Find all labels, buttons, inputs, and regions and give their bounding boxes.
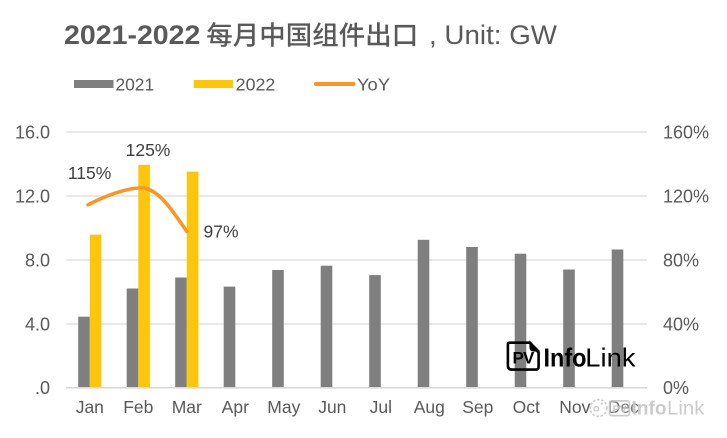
svg-text:Jun: Jun — [318, 397, 346, 417]
svg-text:Mar: Mar — [172, 397, 202, 417]
svg-text:2022: 2022 — [236, 74, 276, 94]
svg-text:160%: 160% — [663, 122, 709, 142]
svg-text:PV: PV — [513, 348, 536, 367]
svg-text:Feb: Feb — [123, 397, 153, 417]
svg-text:97%: 97% — [203, 222, 238, 242]
svg-text:Nov: Nov — [559, 397, 590, 417]
svg-text:Info: Info — [632, 398, 667, 419]
svg-text:Link: Link — [585, 343, 636, 373]
svg-text:40%: 40% — [663, 314, 699, 334]
svg-text:Apr: Apr — [222, 397, 249, 417]
svg-text:YoY: YoY — [357, 74, 390, 94]
svg-text:May: May — [267, 397, 300, 417]
svg-text:PV: PV — [613, 404, 627, 416]
svg-text:.0: .0 — [35, 378, 50, 398]
svg-text:Dec: Dec — [608, 397, 639, 417]
svg-text:Sep: Sep — [462, 397, 493, 417]
svg-text:80%: 80% — [663, 250, 699, 270]
svg-text:Jul: Jul — [370, 397, 392, 417]
svg-text:115%: 115% — [68, 163, 111, 183]
svg-text:0%: 0% — [663, 378, 689, 398]
svg-text:Info: Info — [544, 343, 587, 373]
svg-text:2021: 2021 — [116, 74, 155, 94]
svg-text:, Unit: GW: , Unit: GW — [429, 20, 558, 50]
svg-text:120%: 120% — [663, 186, 709, 206]
svg-text:Jan: Jan — [76, 397, 104, 417]
svg-text:2021-2022: 2021-2022 — [64, 20, 200, 50]
svg-text:Link: Link — [667, 398, 705, 419]
svg-text:125%: 125% — [126, 140, 171, 160]
svg-text:12.0: 12.0 — [15, 186, 50, 206]
svg-text:Oct: Oct — [513, 397, 540, 417]
svg-text:Aug: Aug — [414, 397, 445, 417]
svg-text:8.0: 8.0 — [25, 250, 50, 270]
svg-text:4.0: 4.0 — [25, 314, 50, 334]
svg-text:16.0: 16.0 — [15, 122, 50, 142]
